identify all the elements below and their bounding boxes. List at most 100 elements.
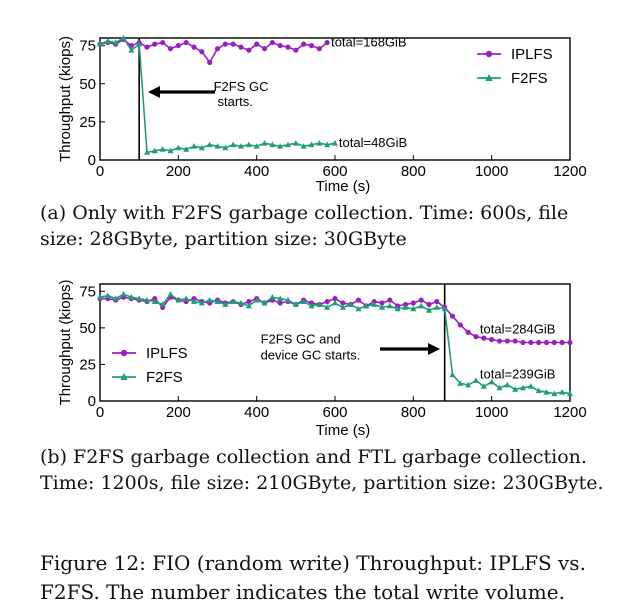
data-point-f2fs (175, 296, 182, 303)
data-point-f2fs (144, 149, 150, 155)
data-point-f2fs (355, 305, 362, 312)
data-point-f2fs (457, 380, 464, 386)
figure-caption: Figure 12: FIO (random write) Throughput… (40, 551, 586, 604)
data-point-iplfs (246, 298, 252, 305)
chart-a: 0 200 400 600 800 1000 1200 0 25 50 75 Time (s) Thro… (57, 35, 587, 195)
data-point-iplfs (199, 49, 205, 55)
data-point-iplfs (449, 313, 456, 319)
data-point-f2fs (245, 141, 252, 148)
annotation-text: total=284GiB (480, 321, 556, 336)
data-point-iplfs (144, 44, 150, 50)
data-point-iplfs (567, 339, 573, 346)
data-point-iplfs (340, 300, 346, 306)
data-point-f2fs (120, 291, 127, 297)
chart-b: 0 200 400 600 800 1000 1200 0 25 50 75 Time (s) Thro… (57, 280, 587, 439)
data-point-f2fs (206, 141, 213, 148)
data-point-iplfs (324, 39, 330, 46)
subcaption-b: (b) F2FS garbage collection and FTL garb… (40, 446, 604, 494)
series-line-iplfs (99, 38, 328, 64)
data-point-f2fs (371, 301, 378, 307)
data-point-iplfs (434, 298, 440, 305)
data-point-iplfs (293, 47, 299, 53)
data-point-f2fs (214, 298, 221, 304)
data-point-iplfs (426, 301, 432, 308)
annotation-text: total=168GiB (331, 35, 407, 50)
y-tick-label: 75 (79, 283, 96, 300)
data-point-f2fs (128, 47, 135, 53)
legend-item-iplfs: IPLFS (477, 46, 553, 63)
data-point-f2fs (316, 140, 323, 146)
data-point-iplfs (324, 298, 330, 305)
data-point-iplfs (254, 41, 260, 47)
series-f2fs (97, 34, 338, 155)
data-point-iplfs (528, 339, 534, 346)
data-point-f2fs (520, 384, 526, 391)
data-point-f2fs (151, 147, 158, 154)
x-tick-label: 0 (96, 404, 104, 421)
data-point-f2fs (410, 305, 417, 312)
data-point-iplfs (355, 297, 362, 303)
data-point-f2fs (535, 387, 542, 394)
data-point-iplfs (191, 44, 197, 50)
data-point-f2fs (300, 143, 307, 149)
data-point-f2fs (167, 291, 174, 297)
data-point-f2fs (277, 295, 284, 302)
annotation-text: total=48GiB (339, 135, 407, 150)
data-point-f2fs (222, 144, 229, 151)
data-point-iplfs (520, 339, 526, 346)
data-point-f2fs (183, 146, 190, 152)
legend-marker (485, 74, 493, 81)
data-point-f2fs (480, 383, 487, 389)
y-axis-label: Throughput (kiops) (57, 36, 74, 162)
data-point-iplfs (285, 44, 291, 50)
data-point-f2fs (136, 295, 143, 302)
data-point-f2fs (238, 299, 244, 306)
data-point-iplfs (379, 300, 385, 306)
data-point-iplfs (465, 329, 471, 335)
data-point-iplfs (543, 339, 550, 346)
data-point-iplfs (489, 336, 495, 343)
data-point-iplfs (387, 297, 393, 303)
data-point-f2fs (191, 143, 197, 149)
data-point-f2fs (285, 141, 291, 148)
y-axis-label: Throughput (kiops) (57, 280, 74, 406)
legend-marker (485, 50, 493, 58)
gc-arrow-head (428, 343, 440, 355)
data-point-f2fs (496, 384, 503, 391)
data-point-f2fs (206, 296, 213, 303)
data-point-f2fs (238, 143, 244, 149)
data-point-f2fs (394, 305, 401, 312)
x-tick-label: 1000 (475, 163, 508, 180)
data-point-f2fs (488, 378, 495, 385)
data-point-f2fs (300, 298, 307, 304)
data-point-iplfs (536, 339, 542, 346)
legend-label: F2FS (511, 70, 548, 87)
annotation-text: device GC starts. (261, 348, 361, 363)
data-point-f2fs (324, 304, 331, 310)
data-point-f2fs (449, 371, 456, 378)
data-point-f2fs (175, 144, 182, 151)
data-point-f2fs (527, 383, 534, 389)
legend-label: F2FS (146, 369, 183, 386)
data-point-f2fs (269, 141, 276, 148)
data-point-f2fs (277, 143, 284, 149)
data-point-f2fs (198, 299, 205, 306)
data-point-f2fs (543, 389, 550, 395)
x-tick-label: 200 (166, 404, 191, 421)
x-tick-label: 0 (96, 163, 104, 180)
data-point-f2fs (144, 296, 150, 303)
data-point-f2fs (363, 302, 370, 309)
data-point-f2fs (386, 302, 393, 309)
y-tick-label: 25 (79, 356, 96, 373)
y-tick-label: 50 (79, 76, 96, 93)
data-point-f2fs (332, 140, 338, 146)
data-point-iplfs (222, 41, 228, 47)
y-tick-label: 0 (88, 152, 96, 169)
annotation-text: F2FS GC and (261, 332, 341, 347)
data-point-iplfs (316, 46, 322, 52)
x-tick-label: 400 (244, 163, 269, 180)
legend-item-iplfs: IPLFS (112, 345, 188, 362)
data-point-f2fs (191, 298, 197, 304)
data-point-iplfs (473, 334, 479, 340)
